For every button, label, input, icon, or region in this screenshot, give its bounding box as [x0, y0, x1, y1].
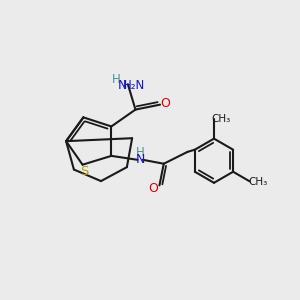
Text: S: S	[80, 165, 88, 178]
Text: CH₃: CH₃	[248, 177, 268, 187]
Text: N: N	[136, 153, 145, 166]
Text: O: O	[148, 182, 158, 195]
Text: H: H	[112, 73, 121, 86]
Text: N: N	[118, 79, 127, 92]
Text: H: H	[136, 146, 145, 159]
Text: O: O	[160, 97, 170, 110]
Text: CH₃: CH₃	[212, 114, 231, 124]
Text: H₂N: H₂N	[123, 79, 146, 92]
